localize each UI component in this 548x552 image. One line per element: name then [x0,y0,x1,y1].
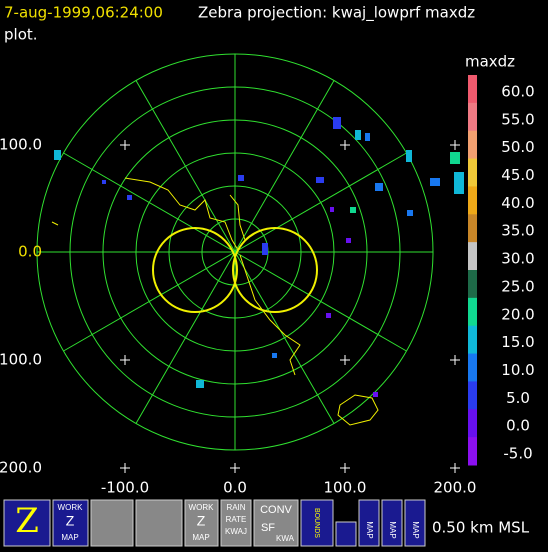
button-text: BOUNDS [313,508,320,538]
button-text: Z [197,513,206,529]
colorbar: 60.0 55.0 50.0 45.0 40.0 35.0 30.0 25.0 20.0 15.0… [468,75,535,466]
button-text: KWAJ [225,527,247,536]
colorbar-label: 5.0 [506,389,530,407]
colorbar-label: 45.0 [501,166,534,184]
button-text: MAP [365,521,374,538]
radar-echoes [54,117,464,397]
tick-cross [120,463,130,473]
colorbar-swatch [468,381,477,410]
button-text: MAP [192,533,209,542]
rain-rate-button[interactable] [220,499,252,547]
button-text: MAP [388,521,397,538]
y-axis-label: 0.0 [18,243,42,261]
colorbar-swatch [468,437,477,466]
colorbar-label: 15.0 [501,333,534,351]
zebra-button[interactable] [3,499,51,547]
y-axis-label: 200.0 [0,459,42,477]
grid-button[interactable] [335,521,357,547]
button-text: KWA [276,534,295,543]
colorbar-swatch [468,102,477,132]
colorbar-title: maxdz [465,53,515,71]
button-text: MAP [61,533,78,542]
map-button[interactable] [358,499,380,547]
colorbar-swatch [468,242,477,271]
coverage-lobes [152,227,318,313]
colorbar-swatch [468,297,477,327]
y-axis-label: 100.0 [0,136,42,154]
colorbar-label: 10.0 [501,361,534,379]
work-map-button-2[interactable] [184,499,219,547]
colorbar-swatch [468,130,477,160]
work-map-button[interactable] [52,499,89,547]
tick-cross [340,355,350,365]
colorbar-swatch [468,75,477,104]
button-text: RATE [226,515,247,524]
tick-cross [120,140,130,150]
tick-cross [450,463,460,473]
altitude-status: 0.50 km MSL [432,519,530,537]
radar-button[interactable] [135,499,183,547]
button-text: RAIN [226,503,245,512]
colorbar-label: 60.0 [501,82,534,100]
colorbar-label: 35.0 [501,222,534,240]
colorbar-swatch [468,409,477,438]
conv-button[interactable] [253,499,299,547]
time-stamp: 7-aug-1999,06:24:00 [4,4,163,22]
button-text: WORK [58,503,84,512]
range-rings [36,53,434,451]
bounds-button[interactable] [300,499,334,547]
tick-cross [340,463,350,473]
tick-cross [340,140,350,150]
tick-cross [120,355,130,365]
x-axis-label: 100.0 [324,479,367,497]
button-text: SF [261,522,275,534]
colorbar-label: 0.0 [506,417,530,435]
colorbar-label: 50.0 [501,138,534,156]
x-axis-label: 0.0 [223,479,247,497]
colorbar-label: -5.0 [503,445,532,463]
radial-line [63,152,407,352]
toolbar: Z WORK Z MAP WORK Z MAP RAIN RATE KWAJ C… [3,499,530,547]
tick-cross [450,140,460,150]
button-text: Z [66,513,75,529]
colorbar-label: 40.0 [501,194,534,212]
colorbar-label: 20.0 [501,305,534,323]
map-button[interactable] [381,499,403,547]
colorbar-swatch [468,325,477,355]
kwaj-button[interactable] [90,499,134,547]
x-axis-label: 200.0 [434,479,477,497]
colorbar-label: 30.0 [501,250,534,268]
button-text: MAP [411,521,420,538]
colorbar-swatch [468,214,477,243]
colorbar-swatch [468,186,477,215]
y-axis-label: 100.0 [0,351,42,369]
map-button[interactable] [404,499,426,547]
colorbar-swatch [468,353,477,382]
tick-cross [450,355,460,365]
tick-cross [230,463,240,473]
title-cont: plot. [4,26,38,44]
zebra-logo: Z [15,501,39,541]
title: Zebra projection: kwaj_lowprf maxdz [198,4,475,23]
coastline [51,177,379,426]
button-text: WORK [189,503,215,512]
colorbar-swatch [468,158,477,187]
colorbar-label: 25.0 [501,277,534,295]
colorbar-swatch [468,270,477,299]
colorbar-label: 55.0 [501,110,534,128]
button-text: CONV [260,504,292,516]
x-axis-label: -100.0 [101,479,149,497]
